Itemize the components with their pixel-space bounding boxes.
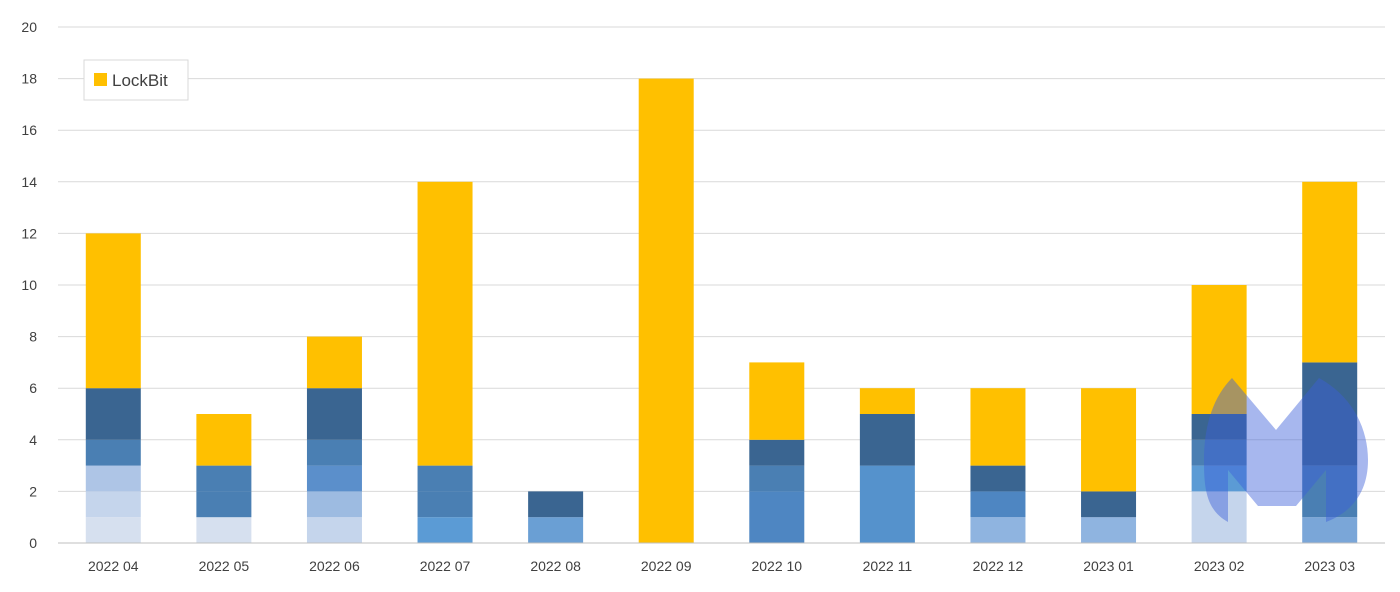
- bar-segment: [85, 388, 141, 440]
- y-tick-label: 20: [21, 19, 37, 35]
- bar-segment: [417, 181, 473, 466]
- bar-segment: [1191, 285, 1247, 414]
- bar-segment: [1191, 491, 1247, 543]
- bar-segment: [417, 491, 473, 518]
- watermark: [1204, 378, 1368, 522]
- bar-segment: [1081, 517, 1137, 543]
- bar-segment: [306, 336, 362, 389]
- x-tick-label: 2022 07: [420, 558, 471, 574]
- bar-segment: [1191, 439, 1247, 466]
- bar-segment: [1081, 388, 1137, 492]
- bar-segment: [859, 388, 915, 414]
- y-tick-label: 6: [29, 380, 37, 396]
- bar-segment: [749, 465, 805, 492]
- bar-segment: [1302, 465, 1358, 518]
- bar-segment: [306, 388, 362, 440]
- x-tick-label: 2022 09: [641, 558, 692, 574]
- bar-segment: [196, 517, 252, 543]
- bar-segment: [196, 491, 252, 518]
- bar-segment: [417, 465, 473, 492]
- y-tick-label: 18: [21, 71, 37, 87]
- bars: [85, 78, 1358, 543]
- x-tick-label: 2022 10: [751, 558, 802, 574]
- bar-segment: [1302, 181, 1358, 363]
- bar-segment: [85, 491, 141, 518]
- bar-segment: [970, 465, 1026, 492]
- x-tick-label: 2022 05: [199, 558, 250, 574]
- x-tick-label: 2022 11: [863, 558, 913, 574]
- grid-lines: [58, 26, 1385, 492]
- bar-segment: [859, 414, 915, 466]
- bar-segment: [970, 517, 1026, 543]
- x-tick-label: 2022 04: [88, 558, 139, 574]
- y-tick-label: 10: [21, 277, 37, 293]
- bar-segment: [528, 517, 584, 543]
- bar-segment: [749, 491, 805, 543]
- bar-segment: [306, 439, 362, 466]
- bar-segment: [638, 78, 694, 543]
- bar-segment: [970, 388, 1026, 466]
- bar-segment: [306, 465, 362, 492]
- bar-segment: [306, 517, 362, 543]
- legend-label: LockBit: [112, 71, 168, 90]
- bar-segment: [196, 465, 252, 492]
- y-tick-label: 12: [21, 225, 37, 241]
- bar-segment: [196, 414, 252, 466]
- y-tick-label: 2: [29, 483, 37, 499]
- y-tick-label: 14: [21, 174, 37, 190]
- bar-segment: [1302, 517, 1358, 543]
- bar-segment: [859, 465, 915, 543]
- bar-segment: [85, 465, 141, 492]
- bar-segment: [306, 491, 362, 518]
- bar-segment: [1302, 362, 1358, 466]
- bar-segment: [1191, 414, 1247, 440]
- y-tick-label: 8: [29, 329, 37, 345]
- bar-segment: [1191, 465, 1247, 492]
- bar-segment: [417, 517, 473, 543]
- bar-segment: [749, 439, 805, 466]
- x-tick-label: 2023 03: [1304, 558, 1355, 574]
- bar-segment: [970, 491, 1026, 518]
- bar-segment: [528, 491, 584, 518]
- x-tick-label: 2022 12: [973, 558, 1024, 574]
- bar-segment: [85, 517, 141, 543]
- bar-segment: [85, 439, 141, 466]
- bar-segment: [85, 233, 141, 389]
- y-tick-label: 16: [21, 122, 37, 138]
- legend-swatch: [94, 73, 107, 86]
- legend: LockBit: [83, 59, 189, 101]
- y-tick-label: 4: [29, 432, 37, 448]
- x-tick-label: 2022 08: [530, 558, 581, 574]
- x-tick-label: 2023 01: [1083, 558, 1134, 574]
- y-tick-labels: 0 2 4 6 8 10 12 14 16 18 20: [21, 19, 37, 551]
- bar-segment: [749, 362, 805, 440]
- malwarebytes-logo-icon: [1204, 378, 1368, 522]
- bar-segment: [1081, 491, 1137, 518]
- x-tick-label: 2022 06: [309, 558, 360, 574]
- y-tick-label: 0: [29, 535, 37, 551]
- x-tick-labels: 2022 04 2022 05 2022 06 2022 07 2022 08 2022 …: [88, 558, 1355, 574]
- x-tick-label: 2023 02: [1194, 558, 1245, 574]
